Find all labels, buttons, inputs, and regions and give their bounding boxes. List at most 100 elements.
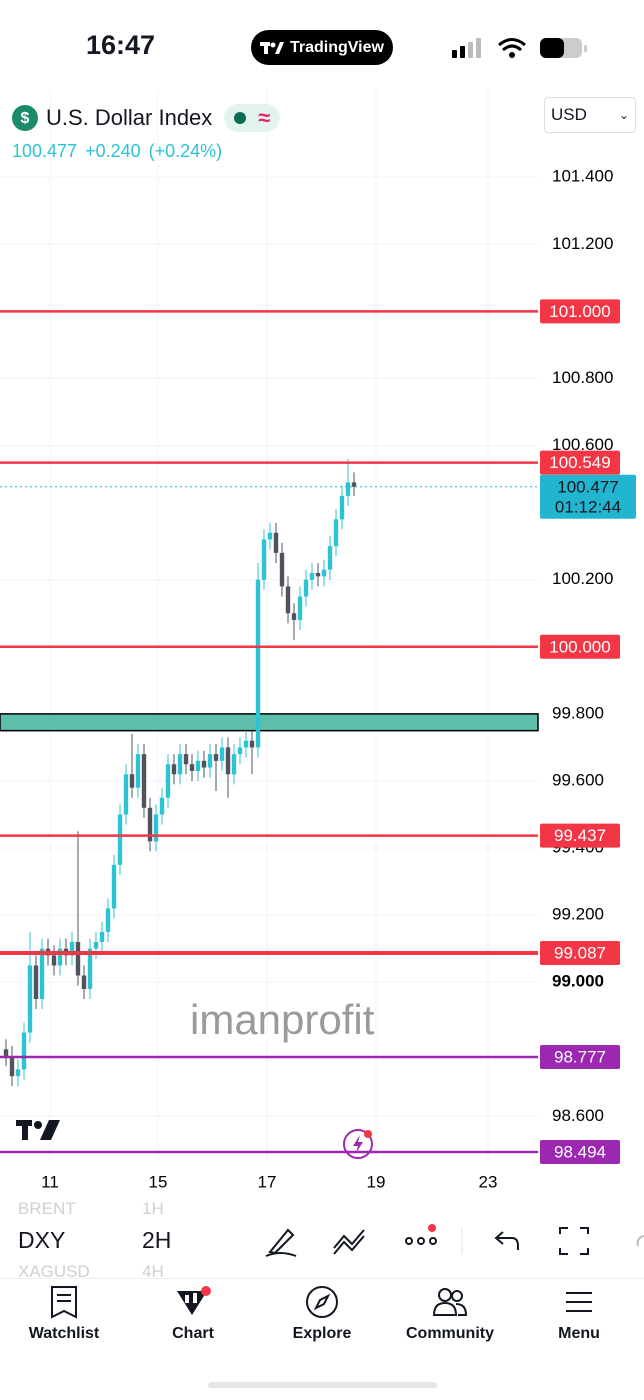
menu-icon [566, 1292, 592, 1312]
nav-explore[interactable]: Explore [262, 1285, 382, 1343]
nav-label: Community [406, 1325, 494, 1342]
candle-body [309, 573, 315, 580]
candle-body [345, 482, 351, 496]
chart-icon [177, 1286, 211, 1315]
watermark: imanprofit [190, 996, 375, 1043]
candle-body [87, 948, 93, 989]
candle-body [9, 1056, 15, 1077]
prev-symbol: BRENT [18, 1199, 76, 1218]
symbol-header[interactable]: $ U.S. Dollar Index ≈ [12, 104, 281, 132]
more-edge [636, 1235, 644, 1247]
candle-body [81, 975, 87, 989]
candle-body [165, 764, 171, 798]
level-tag-label: 99.087 [554, 944, 606, 963]
candle-body [315, 573, 321, 577]
nav-divider [0, 1278, 644, 1279]
quote-change: +0.240 [85, 141, 141, 161]
candle-body [291, 613, 297, 620]
y-tick-label: 99.800 [552, 703, 604, 722]
y-tick-label: 99.600 [552, 770, 604, 789]
level-tag [540, 941, 620, 966]
candle-body [21, 1032, 27, 1070]
prev-interval: 1H [142, 1199, 164, 1218]
candle-body [303, 579, 309, 597]
x-tick-label: 17 [258, 1172, 277, 1191]
candle-body [237, 747, 243, 755]
support-zone [0, 713, 539, 732]
nav-watchlist[interactable]: Watchlist [4, 1285, 124, 1343]
candle-body [195, 760, 201, 771]
select-caret: ⌄ [618, 108, 629, 122]
indicator-tool[interactable] [333, 1229, 365, 1255]
y-tick-label: 99.200 [552, 905, 604, 924]
candle-body [141, 754, 147, 808]
symbol-icon: $ [12, 105, 38, 131]
candle-body [153, 814, 159, 842]
candle-body [99, 931, 105, 942]
currency-select[interactable]: USD ⌄ [544, 97, 636, 133]
undo-tool[interactable] [494, 1231, 519, 1250]
x-tick-label: 23 [479, 1172, 498, 1191]
countdown-label: 01:12:44 [555, 497, 621, 516]
current-symbol[interactable]: DXY [18, 1227, 66, 1253]
explore-icon [306, 1286, 338, 1318]
currency-label: USD [551, 105, 587, 124]
last-price-label: 100.477 [557, 477, 618, 496]
status-icons [452, 38, 587, 58]
candle-body [75, 941, 81, 976]
candle-body [111, 864, 117, 909]
level-tag [540, 450, 620, 475]
level-tag [540, 1139, 620, 1164]
tool-icons [265, 1224, 644, 1257]
status-badge: ≈ [224, 104, 281, 132]
candle-body [261, 539, 267, 580]
level-tag-label: 101.000 [549, 302, 610, 321]
candle-body [129, 774, 135, 788]
candle-body [321, 569, 327, 577]
candle-body [33, 965, 39, 999]
nav-chart[interactable]: Chart [133, 1285, 253, 1343]
candle-body [27, 965, 33, 1033]
replay-icon[interactable] [342, 1127, 376, 1161]
candle-body [273, 532, 279, 553]
candle-body [267, 532, 273, 540]
candle-body [51, 955, 57, 966]
app-name: TradingView [290, 38, 384, 56]
app-pill: TradingView [251, 30, 393, 65]
nav-community[interactable]: Community [390, 1285, 510, 1343]
candle-body [219, 747, 225, 761]
candle-body [297, 596, 303, 620]
current-interval[interactable]: 2H [142, 1227, 172, 1253]
quote-price: 100.477 [12, 141, 78, 161]
candle-body [105, 908, 111, 932]
level-tag [540, 823, 620, 848]
tv-chart-logo [16, 1120, 60, 1140]
next-symbol: XAGUSD [18, 1262, 90, 1281]
home-indicator [208, 1382, 437, 1388]
candle-body [3, 1049, 9, 1057]
candle-body [117, 814, 123, 865]
candle-body [351, 482, 357, 487]
fullscreen-tool[interactable] [559, 1227, 589, 1255]
x-tick-label: 11 [41, 1172, 59, 1191]
svg-text:$: $ [21, 110, 30, 127]
level-tag-label: 98.777 [554, 1048, 606, 1067]
more-tool[interactable] [405, 1224, 437, 1245]
draw-tool[interactable] [265, 1228, 297, 1257]
candle-body [123, 774, 129, 815]
candle-body [39, 948, 45, 999]
candle-body [15, 1069, 21, 1077]
level-tag-label: 100.549 [549, 453, 610, 472]
candle-body [285, 586, 291, 614]
level-tag [540, 1045, 620, 1070]
community-icon [432, 1288, 468, 1316]
candle-body [201, 760, 207, 768]
quote-change-pct: (+0.24%) [148, 141, 223, 161]
candle-body [57, 948, 63, 966]
market-open-dot [234, 112, 247, 124]
y-tick-label: 98.600 [552, 1106, 604, 1125]
candle-body [177, 754, 183, 775]
symbol-name: U.S. Dollar Index [46, 105, 213, 130]
nav-menu[interactable]: Menu [519, 1285, 639, 1343]
